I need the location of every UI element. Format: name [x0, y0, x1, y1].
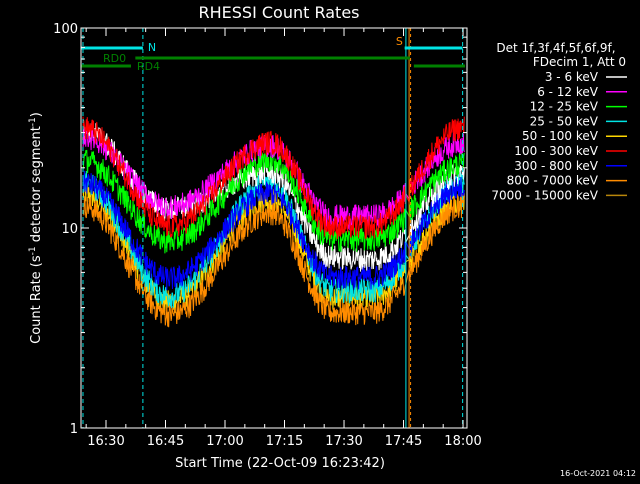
x-tick-label: 16:30 — [87, 434, 124, 449]
legend-label: 300 - 800 keV — [514, 159, 598, 173]
x-tick-label: 17:45 — [385, 434, 422, 449]
x-tick-label: 17:15 — [266, 434, 303, 449]
legend-label: 800 - 7000 keV — [507, 174, 599, 188]
night-label: N — [148, 41, 156, 54]
x-tick-label: 17:00 — [206, 434, 243, 449]
timestamp: 16-Oct-2021 04:12 — [560, 469, 636, 478]
legend-label: 100 - 300 keV — [514, 144, 598, 158]
legend-label: 3 - 6 keV — [545, 70, 599, 84]
saa-label: S — [396, 35, 403, 48]
x-axis-label: Start Time (22-Oct-09 16:23:42) — [175, 456, 385, 471]
y-tick-label: 10 — [61, 222, 78, 237]
series-line — [82, 116, 465, 240]
x-tick-label: 16:45 — [147, 434, 184, 449]
rd0-label: RD0 — [103, 52, 126, 65]
legend-label: 6 - 12 keV — [537, 85, 599, 99]
legend-header-line: FDecim 1, Att 0 — [533, 55, 626, 69]
y-axis-label-superscript: -1 — [28, 246, 38, 255]
y-axis-label: Count Rate (s-1 detector segment-1) — [28, 112, 44, 344]
y-axis-label-superscript: -1 — [28, 117, 38, 126]
y-tick-label: 1 — [70, 422, 78, 437]
legend-label: 12 - 25 keV — [530, 100, 599, 114]
legend-label: 7000 - 15000 keV — [491, 188, 598, 202]
y-tick-label: 100 — [53, 22, 78, 37]
y-axis-label-part: Count Rate (s — [29, 255, 44, 344]
chart-title: RHESSI Count Rates — [199, 3, 360, 22]
legend-label: 25 - 50 keV — [530, 114, 599, 128]
x-tick-label: 17:30 — [325, 434, 362, 449]
y-axis-label-part: ) — [29, 112, 44, 117]
rd4-label: RD4 — [137, 60, 160, 73]
legend-header-line: Det 1f,3f,4f,5f,6f,9f, — [496, 41, 615, 55]
series-line — [82, 149, 465, 254]
series-line — [82, 194, 465, 328]
legend-label: 50 - 100 keV — [522, 129, 599, 143]
y-axis-label-part: detector segment — [29, 126, 44, 246]
axis-layer: 1 10 100 16:30 16:45 17:00 17:15 17:30 17:45 18:0… — [53, 22, 482, 449]
data-layer — [82, 116, 465, 328]
series-line — [82, 170, 465, 291]
x-tick-label: 18:00 — [444, 434, 481, 449]
